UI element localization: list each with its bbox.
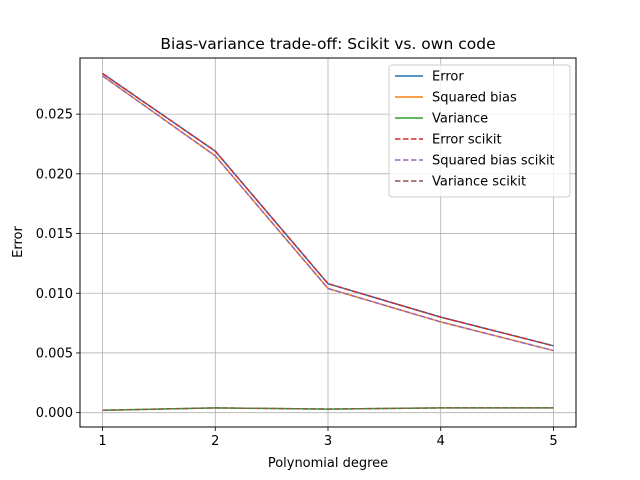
y-tick-label: 0.015 xyxy=(36,227,73,242)
x-tick-label: 2 xyxy=(211,434,219,449)
chart-title: Bias-variance trade-off: Scikit vs. own … xyxy=(160,35,495,53)
x-tick-label: 3 xyxy=(324,434,332,449)
series-line-5 xyxy=(102,407,554,412)
legend: Error Squared bias Variance Error scikit Squ… xyxy=(388,64,571,198)
series-line-4 xyxy=(102,75,554,352)
series-group xyxy=(102,72,554,412)
legend-box xyxy=(388,64,571,198)
legend-label-5: Variance scikit xyxy=(432,175,526,190)
x-tick-label: 1 xyxy=(98,434,106,449)
y-axis-ticks: 0.000 0.005 0.010 0.015 0.020 0.025 xyxy=(36,108,80,421)
legend-label-2: Variance xyxy=(432,112,488,127)
x-axis-ticks: 1 2 3 4 5 xyxy=(98,427,558,449)
x-tick-label: 5 xyxy=(549,434,557,449)
legend-label-1: Squared bias xyxy=(432,91,517,106)
x-axis-label: Polynomial degree xyxy=(268,456,388,471)
y-tick-label: 0.025 xyxy=(36,108,73,123)
x-tick-label: 4 xyxy=(437,434,445,449)
legend-label-0: Error xyxy=(432,70,464,85)
y-tick-label: 0.020 xyxy=(36,167,73,182)
y-tick-label: 0.000 xyxy=(36,406,73,421)
series-line-3 xyxy=(102,72,554,347)
legend-label-3: Error scikit xyxy=(432,133,502,148)
y-tick-label: 0.005 xyxy=(36,346,73,361)
legend-label-4: Squared bias scikit xyxy=(432,154,555,169)
y-tick-label: 0.010 xyxy=(36,287,73,302)
y-axis-label: Error xyxy=(11,226,26,258)
